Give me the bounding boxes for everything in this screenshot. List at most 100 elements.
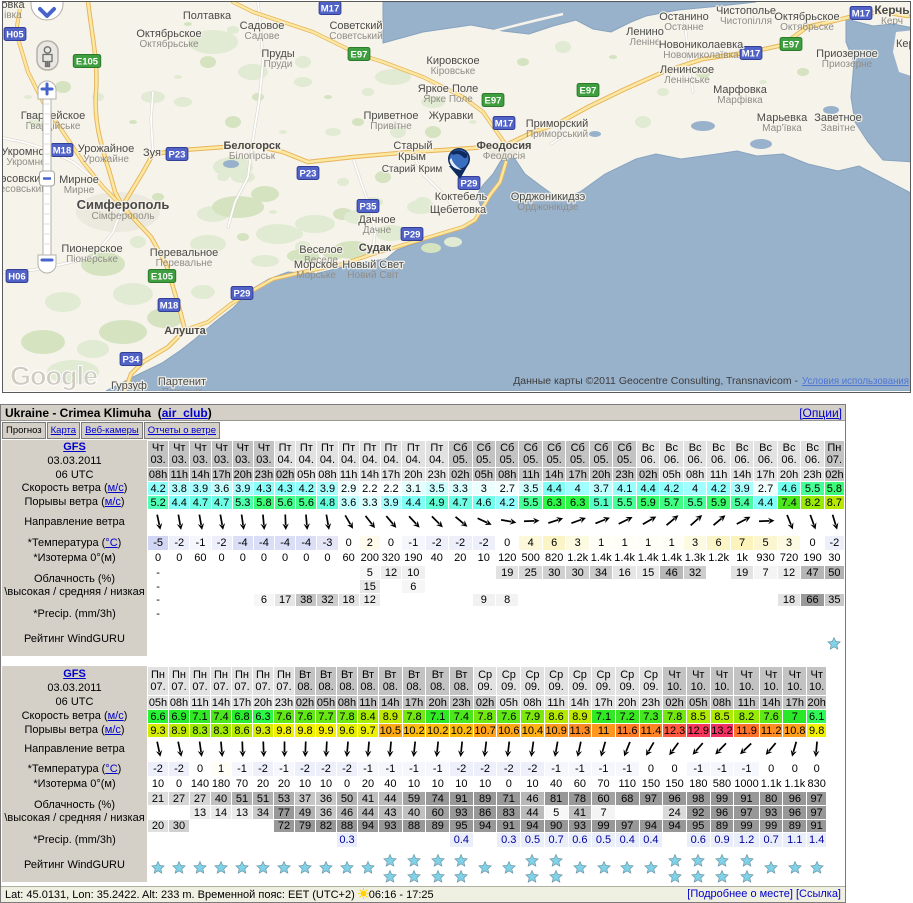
svg-text:Білогірськ: Білогірськ: [229, 151, 276, 162]
svg-text:Белогорск: Белогорск: [223, 140, 281, 152]
svg-text:Алушта: Алушта: [164, 325, 206, 337]
svg-text:Данные карты ©2011 Geocentre C: Данные карты ©2011 Geocentre Consulting,…: [513, 375, 798, 387]
svg-text:Морське: Морське: [296, 270, 336, 281]
svg-text:Судак: Судак: [359, 242, 392, 254]
svg-text:M18: M18: [53, 146, 71, 157]
svg-text:Приозерное: Приозерное: [816, 48, 878, 60]
svg-text:Гвардійське: Гвардійське: [26, 121, 81, 132]
svg-text:Ярке Поле: Ярке Поле: [423, 94, 473, 105]
svg-text:Щебетовка: Щебетовка: [430, 204, 487, 216]
svg-text:Привітне: Привітне: [370, 121, 412, 132]
svg-text:Кер: Кер: [896, 38, 911, 50]
svg-text:M17: M17: [852, 9, 870, 20]
svg-text:Марьевка: Марьевка: [757, 112, 808, 124]
svg-text:Яркое Поле: Яркое Поле: [418, 83, 479, 95]
svg-text:Ленинское: Ленинское: [660, 64, 714, 76]
svg-text:Урожайное: Урожайное: [78, 143, 135, 155]
svg-text:Перевальное: Перевальное: [150, 247, 219, 259]
svg-text:Сімферополь: Сімферополь: [91, 210, 154, 222]
svg-text:P35: P35: [360, 202, 378, 213]
svg-text:Новомиколаївка: Новомиколаївка: [663, 50, 739, 61]
svg-text:H05: H05: [6, 30, 24, 41]
svg-text:Октябрьское: Октябрьское: [136, 28, 201, 40]
svg-text:Гурзуф: Гурзуф: [111, 380, 147, 391]
svg-text:Останино: Останино: [659, 11, 709, 23]
svg-text:Укромное: Укромное: [3, 146, 51, 158]
svg-text:E97: E97: [485, 96, 502, 107]
svg-text:Симферополь: Симферополь: [77, 197, 170, 212]
svg-text:івка: івка: [4, 10, 22, 21]
svg-text:Садове: Садове: [244, 31, 279, 42]
svg-text:Пруды: Пруды: [261, 48, 294, 60]
svg-text:Кировское: Кировское: [426, 55, 479, 67]
svg-text:Октябрьске: Октябрьске: [780, 21, 834, 33]
svg-text:Садовое: Садовое: [240, 20, 285, 32]
svg-text:Google: Google: [10, 361, 98, 391]
svg-text:Приморский: Приморский: [526, 118, 589, 130]
svg-text:Гресовський: Гресовський: [3, 184, 47, 195]
svg-text:Перевальное: Перевальное: [150, 247, 219, 259]
svg-text:Феодосия: Феодосия: [477, 140, 532, 152]
svg-text:Дачное: Дачное: [358, 214, 395, 226]
svg-text:Ленино: Ленино: [626, 26, 664, 38]
svg-text:Пионерское: Пионерское: [61, 243, 122, 255]
svg-text:Новый Свет: Новый Свет: [342, 259, 403, 271]
svg-text:Старий Крим: Старий Крим: [382, 164, 443, 175]
svg-text:P23: P23: [169, 150, 186, 161]
svg-text:Кіровське: Кіровське: [431, 66, 476, 77]
svg-text:Кировское: Кировское: [426, 55, 479, 67]
svg-text:P29: P29: [404, 230, 421, 241]
svg-text:Керч: Керч: [881, 16, 903, 27]
svg-text:Журавки: Журавки: [429, 110, 473, 122]
svg-text:Кер: Кер: [896, 38, 911, 50]
svg-text:Укромне: Укромне: [6, 157, 46, 168]
svg-text:Дачное: Дачное: [358, 214, 395, 226]
svg-text:Приморский: Приморский: [526, 118, 589, 130]
svg-text:Марфівка: Марфівка: [717, 94, 763, 106]
svg-text:Керчь: Керчь: [874, 3, 909, 17]
svg-text:Ленино: Ленино: [626, 26, 664, 38]
svg-text:Чистополье: Чистополье: [716, 5, 776, 17]
svg-text:E105: E105: [76, 57, 99, 68]
svg-text:Новониколаевка: Новониколаевка: [659, 39, 744, 51]
svg-text:Феодосія: Феодосія: [483, 151, 526, 162]
svg-text:Новый Свет: Новый Свет: [342, 259, 403, 271]
svg-text:Феодосия: Феодосия: [477, 140, 532, 152]
svg-text:Урожайное: Урожайное: [78, 143, 135, 155]
svg-text:Белогорск: Белогорск: [223, 140, 281, 152]
svg-text:Веселое: Веселое: [299, 244, 342, 256]
svg-text:Коктебель: Коктебель: [435, 191, 488, 203]
svg-text:Журавки: Журавки: [429, 110, 473, 122]
svg-text:Мирное: Мирное: [59, 174, 99, 186]
svg-text:Мирное: Мирное: [59, 174, 99, 186]
svg-text:P29: P29: [461, 179, 478, 190]
svg-text:Приветное: Приветное: [364, 110, 419, 122]
svg-text:Орджоникидзэ: Орджоникидзэ: [511, 191, 586, 203]
svg-text:Чистополье: Чистополье: [716, 5, 776, 17]
svg-text:Старый: Старый: [393, 140, 432, 152]
svg-text:Веселое: Веселое: [299, 244, 342, 256]
svg-text:Судак: Судак: [359, 242, 392, 254]
svg-text:Зуя: Зуя: [143, 147, 161, 159]
svg-text:Гурзуф: Гурзуф: [111, 380, 147, 391]
svg-text:Щебетовка: Щебетовка: [430, 204, 487, 216]
svg-text:Морское: Морское: [294, 259, 338, 271]
svg-text:Зуя: Зуя: [143, 147, 161, 159]
svg-text:Гвардейское: Гвардейское: [21, 110, 85, 122]
svg-text:Партеніт: Партеніт: [162, 387, 203, 391]
svg-text:Советський: Советський: [329, 31, 382, 42]
svg-text:Полтавка: Полтавка: [183, 10, 232, 22]
svg-text:Приморський: Приморський: [526, 129, 588, 140]
svg-text:Керчь: Керчь: [874, 3, 909, 17]
svg-text:Грэсовский: Грэсовский: [3, 173, 47, 185]
svg-text:P23: P23: [300, 169, 317, 180]
svg-text:Останино: Останино: [659, 11, 709, 23]
svg-text:Советский: Советский: [329, 20, 382, 32]
svg-text:Веселе: Веселе: [304, 255, 338, 266]
svg-text:Условия использования: Условия использования: [802, 375, 909, 387]
svg-text:Мар'ївка: Мар'ївка: [762, 123, 802, 134]
svg-text:Урожайне: Урожайне: [83, 154, 129, 165]
svg-text:Орджоникидзэ: Орджоникидзэ: [511, 191, 586, 203]
svg-text:Старый: Старый: [393, 140, 432, 152]
svg-text:H06: H06: [8, 272, 25, 283]
